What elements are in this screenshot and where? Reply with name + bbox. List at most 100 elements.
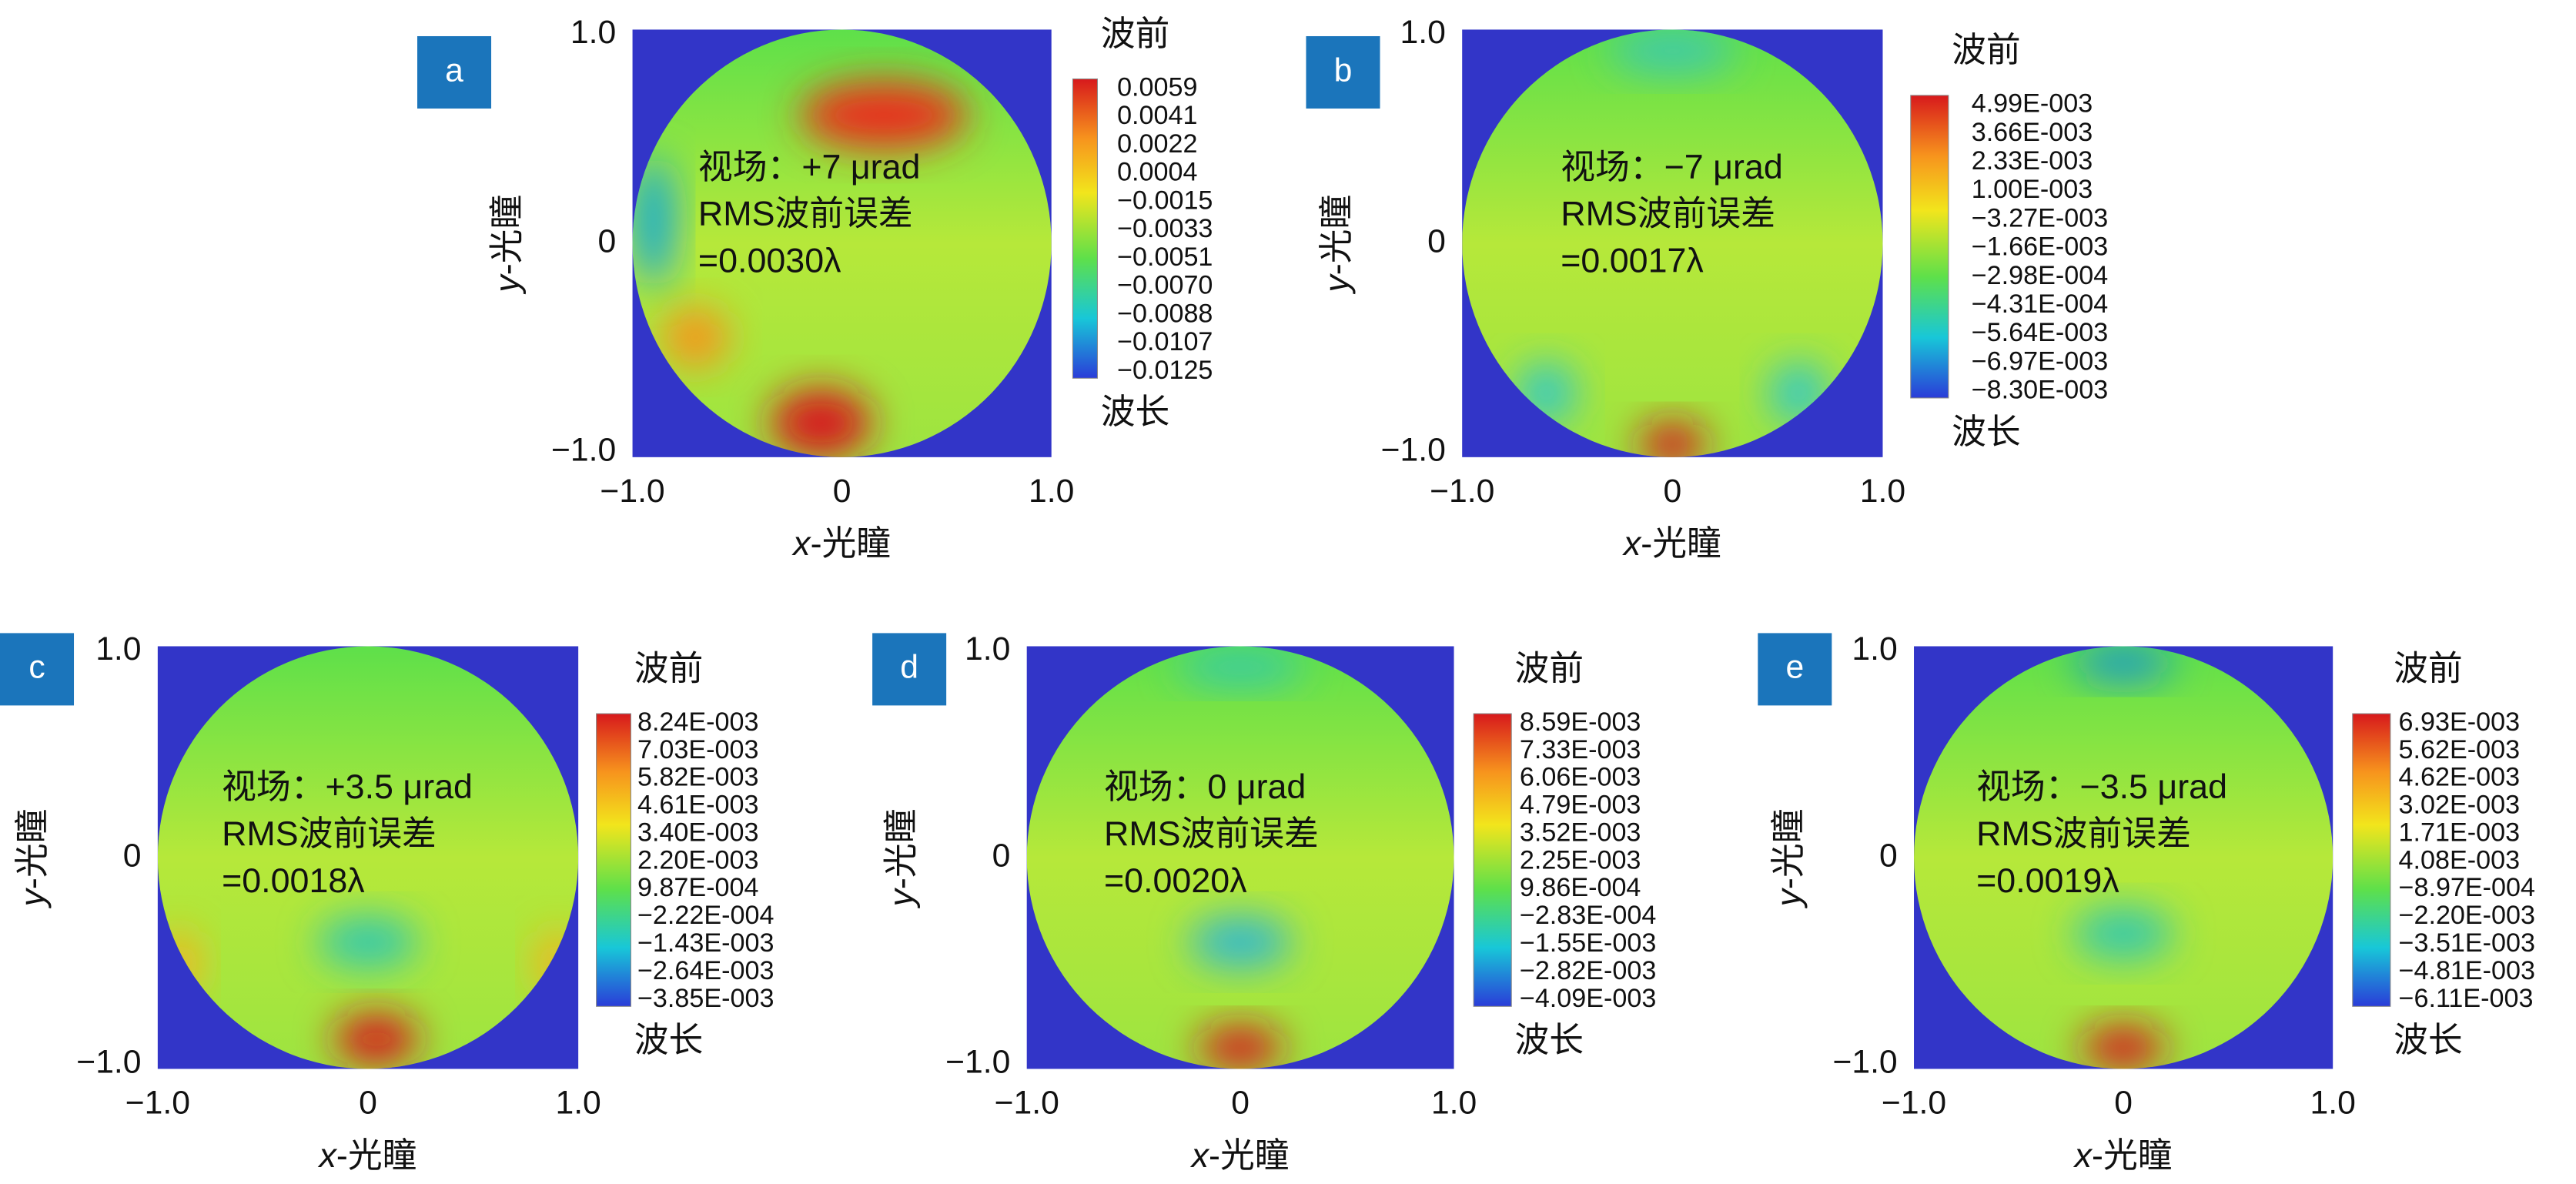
annotation: =0.0030λ [698, 241, 841, 280]
x-tick-label: 1.0 [1860, 473, 1905, 510]
colorbar-tick-label: −1.55E-003 [1520, 928, 1656, 958]
colorbar-unit: 波长 [2394, 1020, 2463, 1059]
colorbar-title: 波前 [2394, 648, 2463, 687]
x-tick-label: −1.0 [995, 1085, 1059, 1122]
colorbar [2352, 713, 2391, 1007]
annotation: RMS波前误差 [698, 194, 913, 233]
y-tick-label: 0 [1427, 222, 1446, 259]
colorbar-tick-label: 7.03E-003 [637, 735, 759, 764]
colorbar-tick-label: −0.0070 [1117, 271, 1213, 300]
colorbar-tick-label: 3.52E-003 [1520, 818, 1641, 847]
colorbar-title: 波前 [1101, 14, 1170, 53]
x-tick-label: −1.0 [125, 1085, 190, 1122]
map-blob [771, 388, 871, 457]
x-tick-label: 0 [1231, 1085, 1250, 1122]
annotation: RMS波前误差 [222, 814, 437, 853]
x-axis-text: -光瞳 [811, 523, 892, 563]
x-tick-label: 0 [833, 473, 851, 510]
x-axis-text: -光瞳 [336, 1136, 417, 1175]
colorbar [1072, 78, 1098, 379]
y-tick-label: 0 [597, 222, 616, 259]
panel: a1.00−1.0−1.0 0 1.0x-光瞳y-光瞳波前波长0.00590.004… [417, 14, 1213, 563]
annotation: =0.0018λ [222, 861, 365, 900]
colorbar-unit: 波长 [1952, 412, 2021, 451]
x-axis-var: x [1190, 1136, 1210, 1175]
colorbar-tick-label: 2.33E-003 [1972, 146, 2093, 176]
y-tick-label: −1.0 [76, 1043, 141, 1080]
panel-label-box [417, 35, 492, 109]
map-blob [1197, 1026, 1283, 1069]
colorbar-title: 波前 [1514, 648, 1584, 687]
colorbar [1910, 95, 1949, 399]
colorbar-tick-label: −0.0051 [1117, 242, 1213, 272]
colorbar-unit: 波长 [1101, 392, 1170, 431]
annotation: =0.0020λ [1104, 861, 1247, 900]
colorbar-tick-label: 0.0022 [1117, 129, 1197, 159]
x-axis-label: x-光瞳 [1622, 523, 1721, 563]
x-tick-label: −1.0 [600, 473, 664, 510]
y-tick-label: 0 [992, 837, 1011, 874]
colorbar-tick-label: −2.64E-003 [637, 956, 774, 985]
colorbar-tick-label: −0.0088 [1117, 299, 1213, 328]
colorbar-tick-label: 3.66E-003 [1972, 118, 2093, 147]
y-axis-text: -光瞳 [882, 808, 921, 889]
x-axis-text: -光瞳 [2092, 1136, 2173, 1175]
map-blob [2081, 1026, 2166, 1069]
colorbar-tick-label: 0.0059 [1117, 72, 1197, 102]
colorbar-tick-label: 9.86E-004 [1520, 873, 1641, 902]
annotation: =0.0019λ [1976, 861, 2119, 900]
y-axis-label: y-光瞳 [882, 808, 921, 908]
colorbar-title: 波前 [634, 648, 704, 687]
y-tick-label: −1.0 [551, 432, 616, 469]
colorbar-tick-label: 3.02E-003 [2399, 791, 2521, 820]
x-tick-label: 1.0 [1431, 1085, 1477, 1122]
colorbar [596, 713, 631, 1007]
y-axis-var: y [882, 888, 921, 909]
colorbar-tick-label: −1.43E-003 [637, 928, 774, 958]
map-blob [1189, 916, 1292, 968]
map-blob [1176, 650, 1305, 684]
x-tick-label: 1.0 [1029, 473, 1074, 510]
colorbar [1473, 713, 1512, 1007]
annotation: RMS波前误差 [1561, 194, 1775, 233]
colorbar-tick-label: 5.82E-003 [637, 763, 759, 792]
y-axis-text: -光瞳 [1768, 808, 1808, 889]
panel-label-box [1758, 633, 1832, 706]
y-tick-label: 1.0 [1852, 630, 1897, 667]
colorbar-tick-label: 2.25E-003 [1520, 845, 1641, 875]
y-axis-text: -光瞳 [487, 195, 526, 276]
colorbar-tick-label: 5.62E-003 [2399, 735, 2521, 764]
x-axis-label: x-光瞳 [791, 523, 891, 563]
map-blob [317, 916, 419, 968]
colorbar-tick-label: 4.99E-003 [1972, 89, 2093, 119]
map-blob [800, 81, 968, 149]
map-blob [2073, 646, 2174, 681]
map-blob [1638, 423, 1707, 457]
y-axis-var: y [487, 273, 526, 295]
map-blob [661, 307, 729, 368]
x-axis-label: x-光瞳 [2073, 1136, 2173, 1175]
colorbar-tick-label: 4.62E-003 [2399, 763, 2521, 792]
colorbar-tick-label: 4.79E-003 [1520, 791, 1641, 820]
y-tick-label: 1.0 [570, 14, 616, 51]
colorbar-tick-label: −6.97E-003 [1972, 346, 2108, 376]
colorbar-tick-label: −4.81E-003 [2399, 956, 2535, 985]
annotation: RMS波前误差 [1104, 814, 1319, 853]
colorbar-title: 波前 [1952, 30, 2021, 69]
panel-label: b [1334, 52, 1353, 89]
colorbar-tick-label: 6.93E-003 [2399, 707, 2521, 737]
colorbar-tick-label: −2.20E-003 [2399, 901, 2535, 930]
x-tick-label: 1.0 [555, 1085, 601, 1122]
colorbar-tick-label: −2.98E-004 [1972, 261, 2108, 290]
colorbar-unit: 波长 [634, 1020, 704, 1059]
panel-label-box [872, 633, 947, 706]
colorbar-tick-label: 9.87E-004 [637, 873, 759, 902]
map-blob [334, 1014, 419, 1065]
y-axis-text: -光瞳 [1316, 195, 1356, 276]
x-tick-label: 0 [2114, 1085, 2133, 1122]
map-blob [1609, 29, 1736, 72]
y-tick-label: 0 [1879, 837, 1898, 874]
x-axis-var: x [1622, 523, 1642, 563]
panel-label-box [0, 633, 75, 706]
colorbar-tick-label: −8.97E-004 [2399, 873, 2535, 902]
